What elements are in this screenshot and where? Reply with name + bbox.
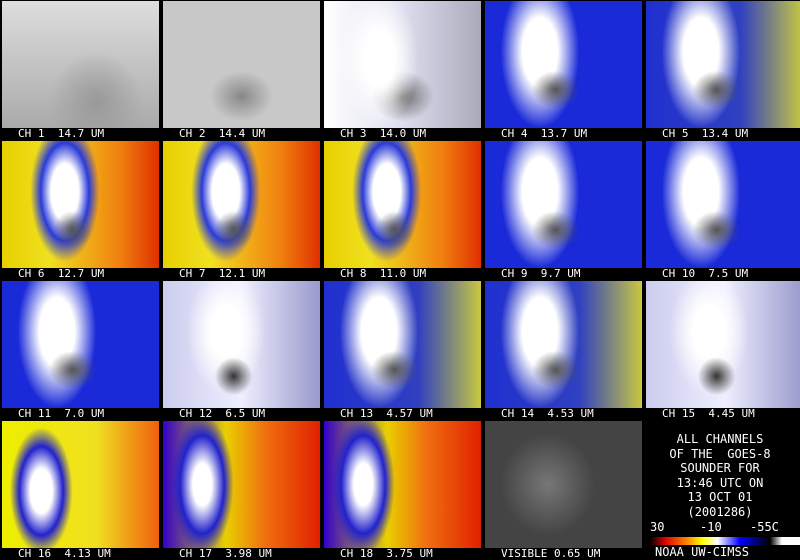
channel-label: CH 17 3.98 UM [179,547,272,560]
satellite-image [646,141,800,268]
satellite-image [485,421,642,548]
channel-label: CH 5 13.4 UM [662,127,749,140]
legend-line: 13 OCT 01 [687,490,753,504]
channel-label: CH 15 4.45 UM [662,407,755,420]
satellite-image [646,281,800,408]
satellite-image [163,281,320,408]
satellite-image [485,281,642,408]
legend-line: SOUNDER FOR [680,461,760,475]
channel-label: CH 8 11.0 UM [340,267,427,280]
satellite-image [163,1,320,128]
satellite-image [2,421,159,548]
satellite-image [324,421,481,548]
channel-label: CH 3 14.0 UM [340,127,427,140]
satellite-image [646,1,800,128]
satellite-image [163,141,320,268]
channel-label: VISIBLE 0.65 UM [501,547,601,560]
channel-label: CH 4 13.7 UM [501,127,588,140]
legend-line: 13:46 UTC ON [676,475,764,490]
channel-label: CH 11 7.0 UM [18,407,105,420]
channel-label: CH 7 12.1 UM [179,267,266,280]
credit: NOAA UW-CIMSS [655,545,749,559]
channel-label: CH 6 12.7 UM [18,267,105,280]
scale-label: 30 [650,520,665,534]
channel-label: CH 10 7.5 UM [662,267,749,280]
scale-label: -55C [750,520,779,534]
satellite-image [2,281,159,408]
channel-label: CH 13 4.57 UM [340,407,433,420]
satellite-image [324,1,481,128]
channel-label: CH 9 9.7 UM [501,267,581,280]
legend-line: OF THE GOES-8 [669,446,771,461]
satellite-image [324,141,481,268]
satellite-image [485,1,642,128]
channel-label: CH 14 4.53 UM [501,407,594,420]
legend-line: ALL CHANNELS [676,432,764,446]
channel-label: CH 16 4.13 UM [18,547,111,560]
satellite-image [163,421,320,548]
channel-label: CH 12 6.5 UM [179,407,266,420]
channel-label: CH 1 14.7 UM [18,127,105,140]
channel-label: CH 2 14.4 UM [179,127,266,140]
satellite-image [485,141,642,268]
satellite-image [2,141,159,268]
legend-line: (2001286) [687,504,753,519]
satellite-image [324,281,481,408]
color-scale [650,537,800,545]
channel-label: CH 18 3.75 UM [340,547,433,560]
scale-label: -10 [700,520,722,534]
satellite-image [2,1,159,128]
